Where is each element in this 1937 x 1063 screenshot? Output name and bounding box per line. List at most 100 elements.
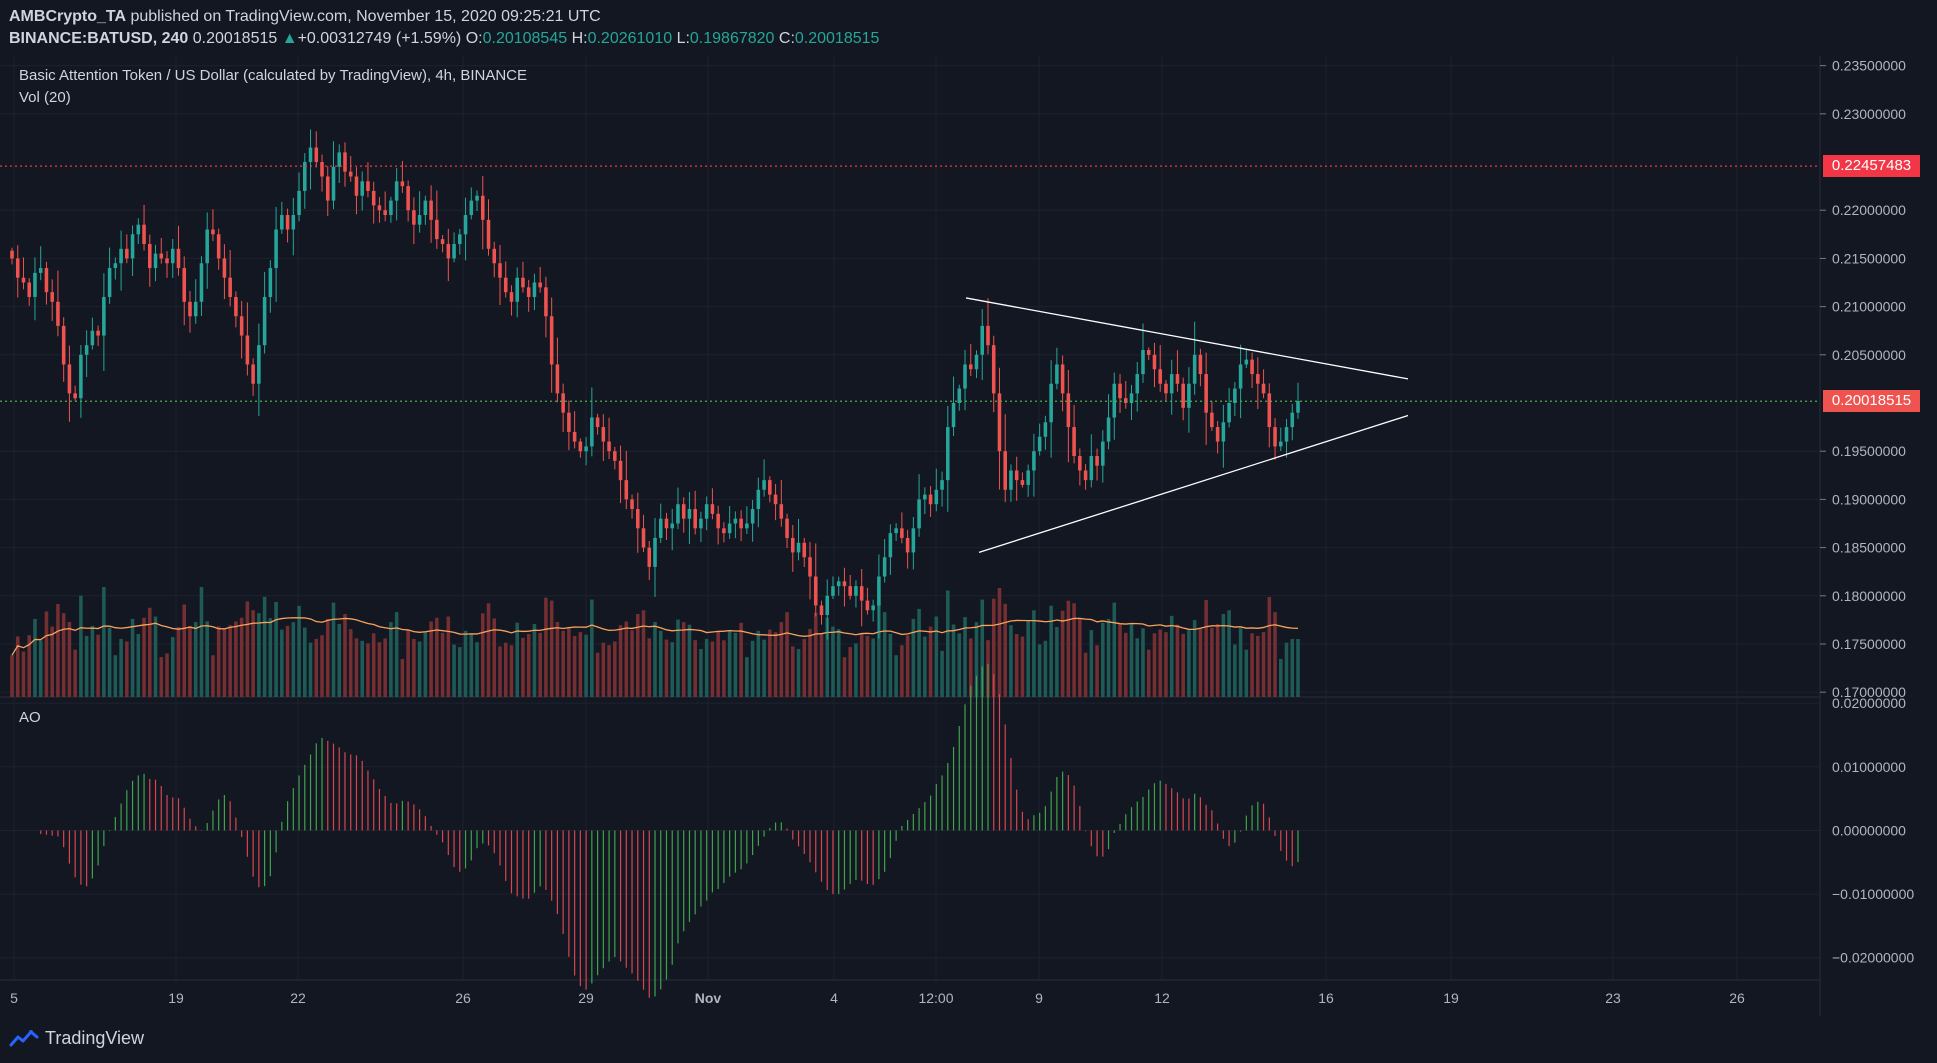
- volume-bar: [590, 599, 594, 697]
- volume-bar: [165, 653, 169, 697]
- time-tick-label: 23: [1605, 990, 1621, 1006]
- time-tick-label: 4: [830, 990, 838, 1006]
- volume-bar: [96, 634, 100, 697]
- candle-body: [905, 537, 910, 553]
- candle-body: [1026, 470, 1030, 485]
- ao-legend[interactable]: AO: [19, 709, 41, 726]
- candle-body: [848, 586, 852, 596]
- volume-bar: [67, 621, 72, 697]
- candle-body: [963, 364, 967, 389]
- volume-bar: [285, 625, 290, 697]
- candle-body: [831, 586, 835, 596]
- candle-body: [1014, 470, 1019, 481]
- volume-bar: [773, 632, 778, 697]
- candle-body: [1072, 427, 1076, 457]
- candle-body: [1055, 364, 1059, 384]
- volume-bar: [681, 622, 686, 697]
- candle-body: [475, 195, 479, 201]
- candle-body: [1181, 383, 1185, 408]
- volume-bar: [980, 599, 985, 697]
- volume-bar: [1141, 628, 1145, 697]
- candle-body: [877, 576, 881, 606]
- price-tick-label: 0.18000000: [1832, 588, 1906, 604]
- candle-body: [170, 248, 175, 264]
- candle-body: [1009, 470, 1013, 490]
- volume-bar: [417, 641, 422, 697]
- candle-body: [458, 234, 462, 244]
- candle-body: [561, 393, 565, 413]
- candle-body: [1204, 374, 1208, 413]
- tradingview-logo[interactable]: TradingView: [9, 1028, 144, 1049]
- triangle-upper-line: [965, 297, 1409, 380]
- volume-bar: [1158, 629, 1162, 697]
- volume-bar: [923, 636, 927, 697]
- change-value: +0.00312749 (+1.59%): [297, 30, 462, 47]
- author-name[interactable]: AMBCrypto_TA: [9, 8, 127, 25]
- candle-body: [819, 605, 824, 616]
- volume-bar: [1284, 642, 1289, 697]
- candle-body: [618, 460, 623, 481]
- volume-bar: [1037, 644, 1042, 697]
- candle-body: [452, 243, 456, 259]
- candle-body: [785, 518, 789, 538]
- candle-body: [951, 403, 956, 428]
- volume-bar: [521, 637, 525, 697]
- candle-body: [280, 215, 284, 230]
- candle-body: [1227, 403, 1231, 423]
- candle-body: [440, 239, 445, 244]
- candle-body: [946, 427, 950, 481]
- candle-body: [90, 330, 95, 346]
- candle-body: [1078, 456, 1082, 471]
- volume-bar: [1215, 624, 1220, 697]
- candle-body: [1210, 412, 1214, 428]
- price-tick-label: 0.17500000: [1832, 636, 1906, 652]
- candle-body: [813, 576, 818, 606]
- candle-body: [532, 282, 537, 297]
- candle-body: [1089, 456, 1094, 481]
- volume-legend[interactable]: Vol (20): [19, 89, 71, 106]
- candle-body: [337, 152, 342, 167]
- candle-body: [549, 316, 554, 365]
- volume-bar: [354, 638, 359, 697]
- candle-body: [894, 528, 898, 534]
- candle-body: [836, 581, 841, 587]
- low-label: L:: [676, 30, 690, 47]
- candle-body: [1020, 480, 1025, 485]
- volume-bar: [687, 624, 692, 697]
- candle-body: [348, 171, 353, 177]
- volume-bar: [475, 642, 479, 697]
- candle-body: [722, 528, 726, 534]
- volume-bar: [848, 647, 852, 697]
- volume-bar: [1250, 633, 1254, 697]
- volume-bar: [371, 633, 376, 697]
- candle-body: [911, 528, 916, 553]
- candle-body: [1169, 374, 1174, 394]
- candle-body: [733, 518, 738, 524]
- candle-body: [406, 186, 410, 211]
- candle-body: [923, 494, 927, 500]
- volume-bar: [515, 622, 519, 697]
- candle-body: [320, 162, 324, 177]
- candle-body: [1060, 364, 1065, 394]
- candle-body: [1284, 427, 1289, 442]
- volume-bar: [555, 621, 560, 697]
- triangle-lower-line: [978, 414, 1409, 554]
- volume-bar: [205, 621, 209, 697]
- volume-bar: [572, 635, 577, 697]
- candle-body: [1233, 388, 1237, 404]
- candle-body: [900, 528, 904, 538]
- candle-body: [50, 292, 54, 302]
- volume-bar: [905, 635, 910, 697]
- candle-body: [773, 494, 778, 505]
- volume-bar: [148, 607, 152, 697]
- volume-bar: [618, 625, 623, 697]
- volume-bar: [222, 628, 227, 697]
- volume-bar: [653, 621, 657, 697]
- volume-bar: [498, 646, 502, 697]
- volume-bar: [268, 618, 273, 697]
- volume-bar: [1089, 630, 1094, 697]
- volume-bar: [1244, 649, 1249, 697]
- volume-bar: [750, 640, 755, 697]
- volume-pane: [10, 587, 1300, 697]
